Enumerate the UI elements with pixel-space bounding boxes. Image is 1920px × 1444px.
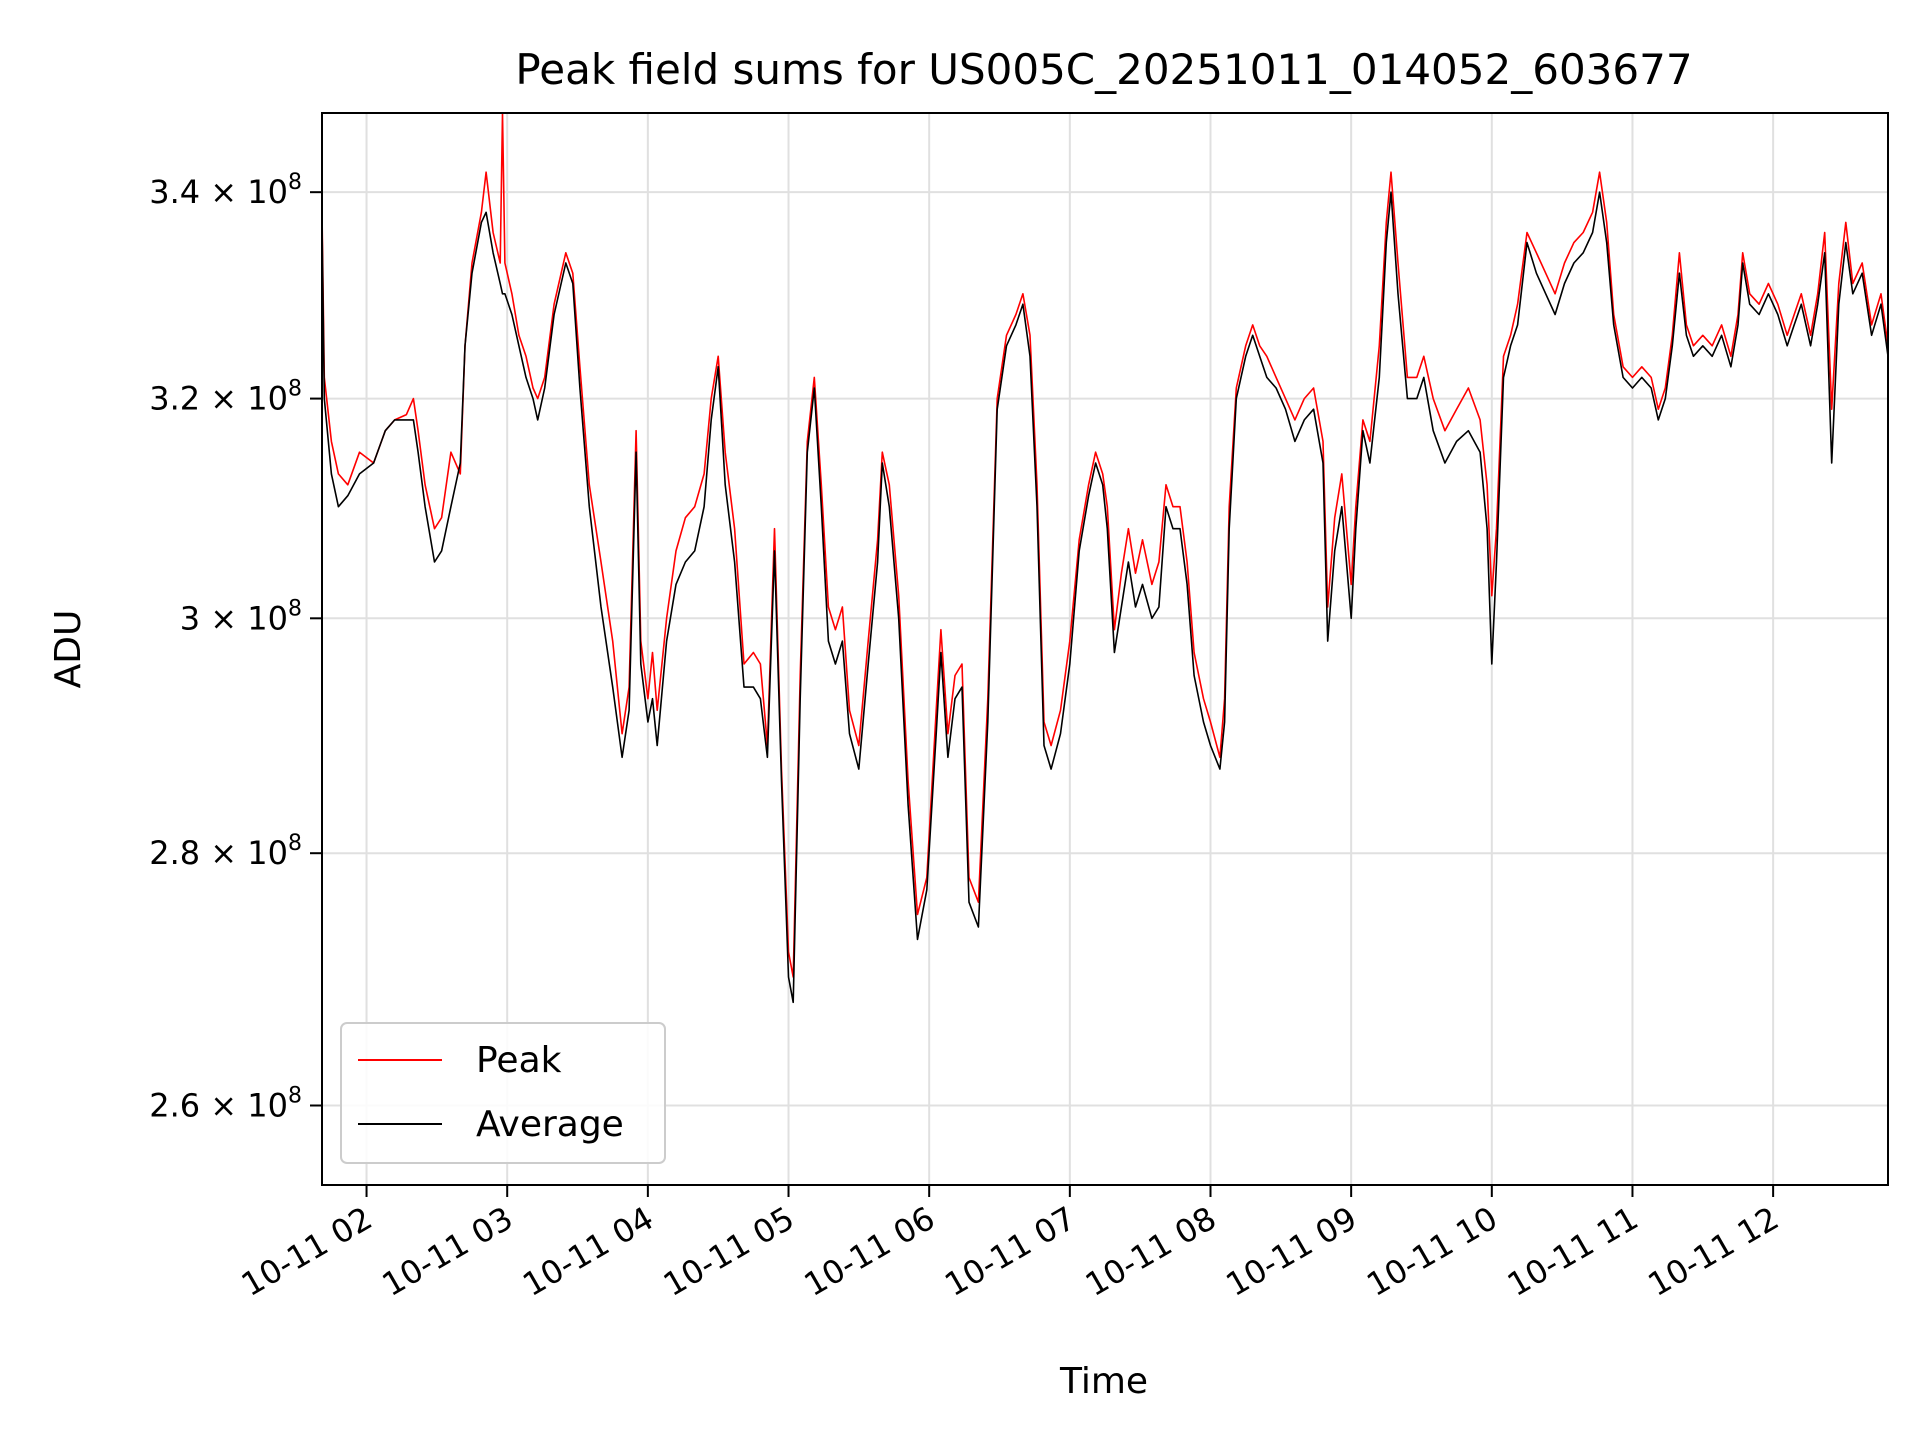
y-tick-label: 3 × 108 — [180, 596, 302, 637]
legend-label-average: Average — [476, 1104, 624, 1145]
y-axis: 2.6 × 108 2.8 × 108 3 × 108 3.2 × 108 3.4 × … — [149, 170, 322, 1125]
y-tick-label: 2.6 × 108 — [149, 1084, 302, 1125]
series-line-average — [321, 191, 1889, 1004]
series-lines — [321, 112, 1889, 1004]
y-tick-label: 3.2 × 108 — [149, 377, 302, 418]
plot-area-frame — [321, 112, 1889, 1186]
legend-label-peak: Peak — [476, 1040, 562, 1081]
legend: Peak Average — [340, 1022, 666, 1164]
y-axis-label: ADU — [48, 610, 89, 689]
x-axis-label: Time — [1059, 1361, 1148, 1402]
chart-title: Peak field sums for US005C_20251011_0140… — [515, 45, 1692, 94]
series-line-peak — [321, 112, 1889, 978]
legend-box — [340, 1022, 666, 1164]
grid-lines — [322, 113, 1888, 1185]
y-tick-label: 3.4 × 108 — [149, 170, 302, 211]
y-tick-label: 2.8 × 108 — [149, 831, 302, 872]
